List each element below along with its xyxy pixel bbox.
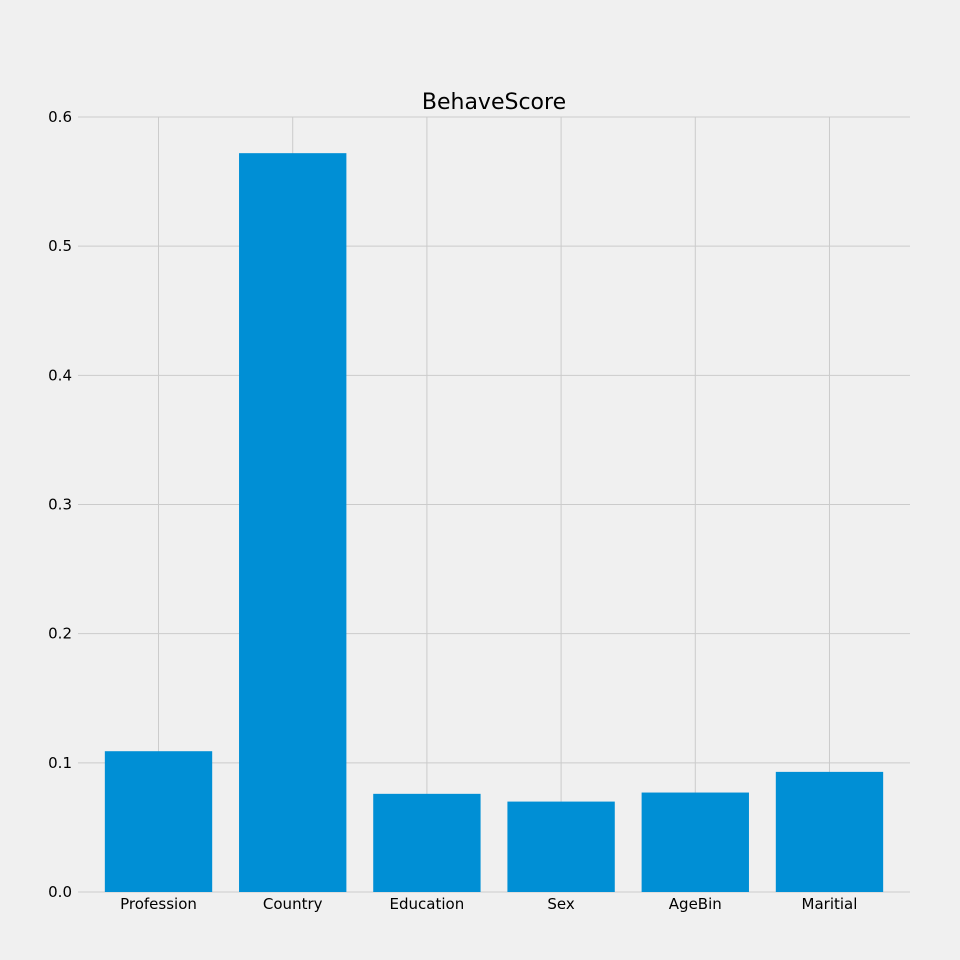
y-tick-label: 0.4: [48, 366, 72, 384]
y-axis-ticks: 0.0 0.1 0.2 0.3 0.4 0.5 0.6: [48, 108, 72, 901]
bar-country: [239, 153, 347, 892]
x-tick-label: AgeBin: [669, 895, 722, 913]
x-tick-label: Education: [390, 895, 465, 913]
bars: [104, 153, 884, 892]
y-tick-label: 0.5: [48, 237, 72, 255]
y-tick-label: 0.1: [48, 754, 72, 772]
x-tick-label: Profession: [120, 895, 197, 913]
bar-sex: [507, 801, 615, 892]
x-tick-label: Maritial: [802, 895, 858, 913]
chart-title: BehaveScore: [422, 90, 566, 115]
y-tick-label: 0.3: [48, 496, 72, 514]
x-tick-label: Sex: [547, 895, 574, 913]
x-axis-ticks: Profession Country Education Sex AgeBin Marit…: [120, 895, 857, 913]
bar-profession: [104, 751, 213, 892]
bar-maritial: [775, 771, 884, 892]
bar-education: [373, 793, 481, 892]
y-tick-label: 0.0: [48, 883, 72, 901]
bar-agebin: [641, 792, 749, 892]
y-tick-label: 0.6: [48, 108, 72, 126]
x-tick-label: Country: [263, 895, 323, 913]
y-tick-label: 0.2: [48, 625, 72, 643]
